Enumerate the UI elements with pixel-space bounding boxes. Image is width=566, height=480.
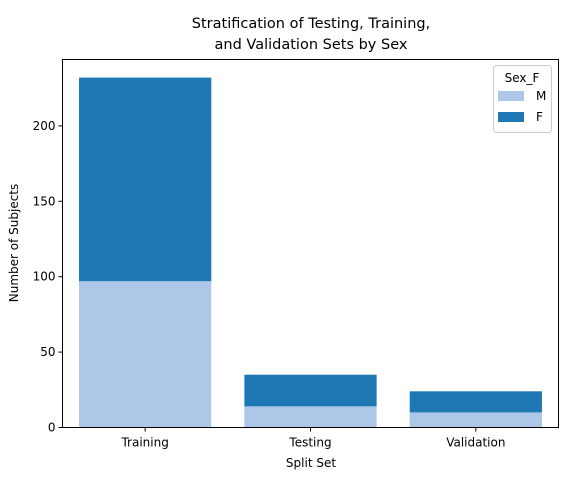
legend-label-m: M (536, 89, 546, 103)
bar-training-f (79, 77, 212, 282)
bar-training-m (79, 281, 212, 428)
y-tick-label: 100 (33, 270, 56, 284)
x-tick-label: Testing (288, 436, 331, 450)
chart-title-line-2: and Validation Sets by Sex (215, 37, 408, 53)
plot-area: Training Testing Validation 0 50 100 150 200 (33, 77, 542, 450)
y-tick-label: 150 (33, 194, 56, 208)
y-tick-label: 200 (33, 119, 56, 133)
y-tick-label: 0 (48, 421, 56, 435)
legend-swatch-m (498, 91, 524, 101)
x-tick-label: Training (120, 436, 168, 450)
chart-title-line-1: Stratification of Testing, Training, (192, 16, 430, 32)
y-tick-label: 50 (40, 345, 55, 359)
bar-testing-m (244, 406, 377, 428)
legend-swatch-f (498, 112, 524, 122)
bar-validation-m (409, 412, 542, 428)
y-axis-label: Number of Subjects (7, 184, 21, 303)
plot-frame (62, 59, 559, 428)
legend-label-f: F (536, 110, 543, 124)
legend: Sex_F MF (493, 65, 552, 133)
legend-title: Sex_F (505, 71, 540, 85)
x-tick-label: Validation (446, 436, 505, 450)
bar-testing-f (244, 374, 377, 407)
bar-validation-f (409, 391, 542, 413)
x-axis-label: Split Set (286, 456, 336, 470)
